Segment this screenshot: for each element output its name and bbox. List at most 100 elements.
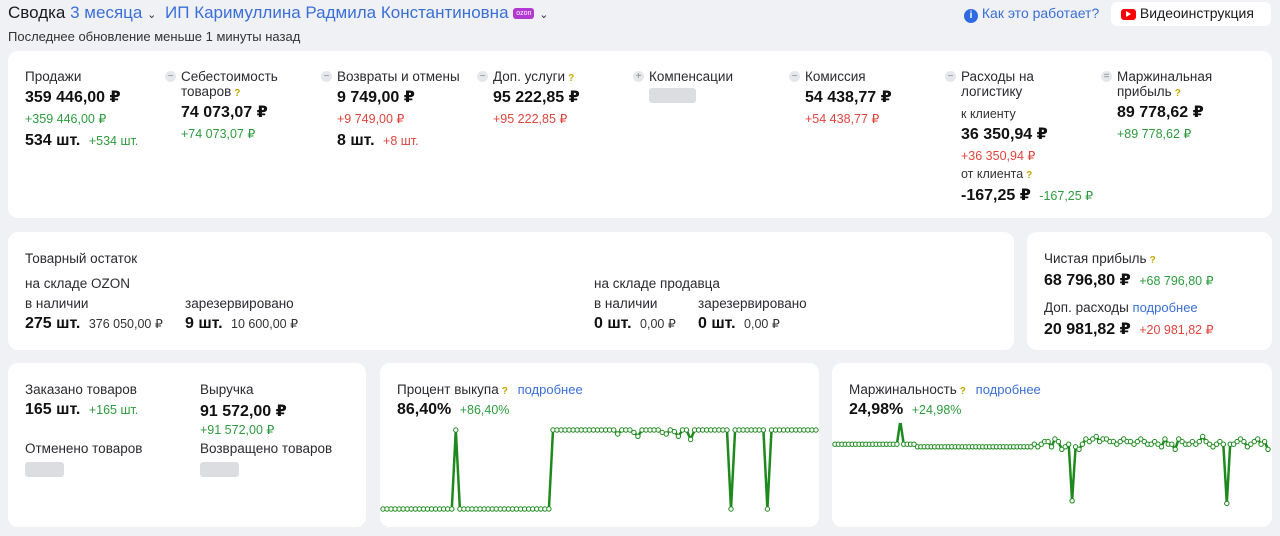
marginality-point[interactable] [1151,438,1158,445]
question-icon[interactable]: ? [959,386,966,397]
marginality-point[interactable] [1096,438,1103,445]
marginality-point[interactable] [1148,441,1154,447]
marginality-point[interactable] [1213,441,1220,447]
seller-avail: 0 шт. 0,00 ₽ [594,315,676,333]
marginality-point[interactable] [1234,438,1240,445]
buyout-point[interactable] [687,436,694,443]
marginality-point[interactable] [1038,441,1044,447]
marginality-point[interactable] [1086,438,1092,445]
buyout-details-link[interactable]: подробнее [517,382,583,397]
marginality-point[interactable] [1052,436,1058,442]
marginality-point[interactable] [1241,438,1247,445]
marginality-point[interactable] [1141,438,1147,445]
buyout-point[interactable] [663,431,669,437]
help-link[interactable]: i Как это работает? [964,5,1099,23]
marginality-point[interactable] [1162,436,1168,442]
buyout-point[interactable] [675,433,682,440]
buyout-point[interactable] [615,431,621,437]
buyout-point[interactable] [635,433,641,440]
marginality-point[interactable] [1066,441,1072,447]
marginality-point[interactable] [1093,433,1099,440]
marginality-point[interactable] [1090,436,1096,442]
question-icon[interactable]: ? [501,386,508,397]
sales-delta: +359 446,00 ₽ [25,112,107,126]
marginality-point[interactable] [1045,438,1051,445]
buyout-point[interactable] [728,506,734,512]
marginality-point[interactable] [1248,441,1254,447]
marginality-point[interactable] [1127,438,1134,445]
marginality-point[interactable] [1048,444,1055,450]
buyout-point[interactable] [683,427,690,433]
marginality-point[interactable] [1200,433,1206,440]
marginality-point[interactable] [1062,444,1068,450]
extra-expenses-details-link[interactable]: подробнее [1132,300,1198,315]
question-icon[interactable]: ? [1026,170,1033,181]
marginality-point[interactable] [1035,444,1041,450]
buyout-point[interactable] [631,429,637,436]
buyout-point[interactable] [813,427,819,433]
marginality-point[interactable] [1217,438,1223,445]
margin-profit-delta: +89 778,62 ₽ [1117,127,1192,141]
marginality-point[interactable] [1134,438,1141,445]
marginality-point[interactable] [1069,498,1075,504]
question-icon[interactable]: ? [1174,88,1181,99]
marginality-point[interactable] [1265,446,1271,452]
marginality-point[interactable] [1244,444,1251,450]
marginality-point[interactable] [1203,438,1209,445]
marginality-point[interactable] [1079,441,1086,447]
marginality-point[interactable] [1169,441,1175,447]
marginality-point[interactable] [1206,441,1213,447]
marginality-point[interactable] [1121,436,1127,442]
marginality-point[interactable] [1076,446,1082,452]
buyout-point[interactable] [611,427,617,433]
buyout-point[interactable] [671,428,678,435]
marginality-point[interactable] [1155,441,1161,447]
buyout-point[interactable] [546,506,552,512]
buyout-point[interactable] [724,427,730,433]
company-selector[interactable]: ИП Каримуллина Радмила Константиновна oz… [165,3,549,22]
marginality-point[interactable] [1138,436,1144,442]
marginality-point[interactable] [1055,438,1062,445]
info-icon: i [964,9,978,23]
marginality-point[interactable] [1220,441,1226,447]
video-button[interactable]: Видеоинструкция [1111,2,1271,26]
marginality-point[interactable] [1224,500,1230,507]
buyout-point[interactable] [764,506,771,512]
marginality-point[interactable] [1131,441,1137,447]
question-icon[interactable]: ? [1149,255,1156,266]
marginality-point[interactable] [1193,441,1199,447]
buyout-point[interactable] [655,427,661,433]
marginality-point[interactable] [1179,438,1185,445]
question-icon[interactable]: ? [234,88,241,99]
marginality-point[interactable] [1237,436,1244,442]
period-selector[interactable]: 3 месяца ⌄ [70,3,157,22]
marginality-point[interactable] [1083,436,1089,442]
marginality-details-link[interactable]: подробнее [975,382,1041,397]
marginality-point[interactable] [1196,438,1202,445]
marginality-point[interactable] [1158,444,1165,450]
marginality-point[interactable] [1261,438,1268,445]
marginality-point[interactable] [1117,438,1123,445]
marginality-point[interactable] [1110,438,1117,445]
marginality-point[interactable] [1172,446,1178,452]
marginality-point[interactable] [1103,436,1110,442]
marginality-point[interactable] [1189,438,1196,445]
buyout-point[interactable] [453,427,459,433]
question-icon[interactable]: ? [568,73,575,84]
commission-delta: +54 438,77 ₽ [805,112,880,126]
marginality-point[interactable] [1186,441,1192,447]
marginality-point[interactable] [1251,438,1257,445]
marginality-point[interactable] [1114,441,1120,447]
buyout-point[interactable] [627,427,633,433]
marginality-point[interactable] [1031,441,1038,447]
marginality-point[interactable] [1176,436,1182,442]
marginality-point[interactable] [911,441,917,447]
marginality-point[interactable] [894,441,900,447]
marginality-point[interactable] [1258,441,1264,447]
buyout-point[interactable] [760,427,767,433]
marginality-point[interactable] [1230,441,1237,447]
buyout-point[interactable] [449,506,455,512]
marginality-point[interactable] [1210,444,1216,450]
marginality-point[interactable] [1255,436,1261,442]
marginality-point[interactable] [1028,444,1034,450]
